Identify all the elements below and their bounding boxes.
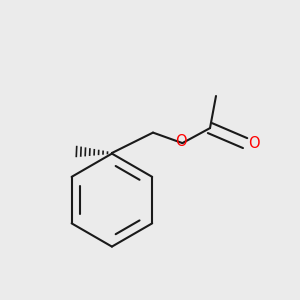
Text: O: O [175, 134, 187, 149]
Text: O: O [248, 136, 259, 151]
